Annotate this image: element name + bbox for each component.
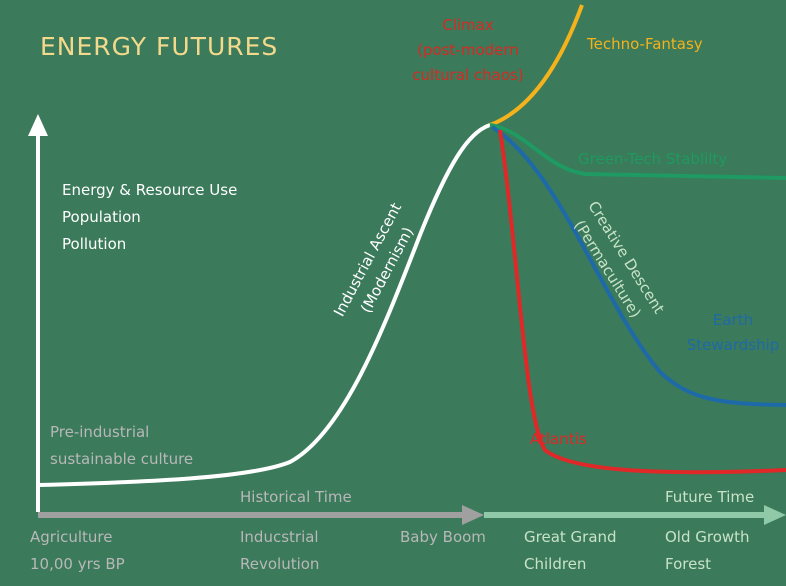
y-axis-arrow [28, 114, 48, 136]
x-label: Children [524, 555, 586, 573]
y-axis-label: Energy & Resource Use [62, 181, 237, 199]
climax-label: (post-modern [417, 41, 519, 59]
historical-label: Historical Time [240, 488, 352, 506]
x-label: Forest [665, 555, 711, 573]
techno-label: Techno-Fantasy [586, 35, 703, 53]
x-label: Inducstrial [240, 528, 319, 546]
atlantis-curve [498, 129, 786, 475]
stewardship-label: Stewardship [687, 336, 780, 354]
stewardship-curve [490, 125, 786, 407]
green-tech-curve [489, 123, 786, 180]
industrial-curve [37, 123, 491, 487]
climax-label: Climax [442, 16, 494, 34]
y-axis-label: Population [62, 208, 141, 226]
title: ENERGY FUTURES [40, 32, 278, 61]
future-label: Future Time [665, 488, 754, 506]
y-axis-label: Pollution [62, 235, 126, 253]
atlantis-label: Atlantis [530, 430, 587, 448]
pre-industrial-label: sustainable culture [50, 450, 193, 468]
x-label: Revolution [240, 555, 319, 573]
climax-label: cultural chaos) [412, 66, 523, 84]
x-label: 10,00 yrs BP [30, 555, 125, 573]
future-arrow [764, 505, 786, 525]
historical-arrow [462, 505, 484, 525]
green-tech-label: Green-Tech Stablilty [578, 150, 727, 168]
techno-curve [489, 4, 584, 127]
x-label: Great Grand [524, 528, 617, 546]
stewardship-label: Earth [713, 311, 753, 329]
x-label: Baby Boom [400, 528, 486, 546]
pre-industrial-label: Pre-industrial [50, 423, 149, 441]
x-label: Old Growth [665, 528, 750, 546]
x-label: Agriculture [30, 528, 113, 546]
